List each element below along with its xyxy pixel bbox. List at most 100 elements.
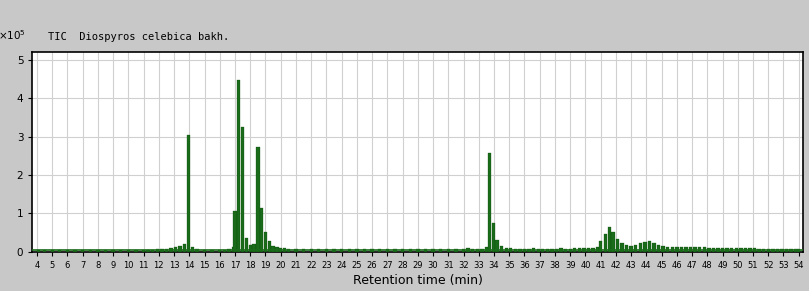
Bar [634, 245, 637, 252]
Bar [302, 249, 305, 252]
Bar [652, 243, 655, 252]
Bar [283, 248, 286, 252]
Bar [264, 233, 267, 252]
Bar [739, 248, 743, 252]
Bar [142, 251, 146, 252]
Bar [555, 249, 558, 252]
Bar [431, 249, 434, 252]
Bar [757, 249, 760, 252]
Bar [532, 248, 536, 252]
Bar [693, 247, 697, 252]
Bar [591, 248, 595, 252]
Bar [409, 249, 412, 252]
Bar [58, 251, 61, 252]
Bar [716, 248, 720, 252]
Bar [66, 251, 69, 252]
Bar [748, 248, 752, 252]
Bar [621, 243, 624, 252]
Bar [471, 249, 474, 252]
Bar [227, 249, 231, 252]
Bar [36, 250, 40, 252]
Bar [523, 249, 526, 252]
Bar [616, 239, 619, 252]
Bar [324, 249, 328, 252]
Bar [151, 250, 155, 252]
Bar [218, 250, 222, 252]
Bar [527, 249, 531, 252]
Bar [89, 251, 92, 252]
Bar [241, 127, 244, 252]
Text: $\times10^5$: $\times10^5$ [0, 29, 26, 42]
Bar [416, 249, 420, 252]
Bar [505, 248, 508, 252]
X-axis label: Retention time (min): Retention time (min) [353, 274, 483, 287]
Bar [514, 249, 517, 252]
Bar [596, 247, 599, 252]
Bar [509, 248, 512, 252]
Bar [657, 245, 660, 252]
Bar [587, 248, 590, 252]
Bar [643, 242, 646, 252]
Bar [179, 246, 182, 252]
Bar [146, 250, 150, 252]
Bar [721, 248, 724, 252]
Bar [726, 248, 729, 252]
Bar [363, 249, 366, 252]
Bar [272, 246, 275, 252]
Bar [797, 249, 800, 252]
Bar [569, 249, 572, 252]
Bar [611, 233, 615, 252]
Bar [776, 249, 779, 252]
Bar [195, 249, 198, 252]
Bar [355, 249, 358, 252]
Bar [43, 250, 46, 252]
Bar [476, 249, 479, 252]
Bar [608, 227, 612, 252]
Bar [96, 251, 100, 252]
Bar [371, 249, 374, 252]
Bar [378, 249, 381, 252]
Bar [248, 245, 252, 252]
Bar [684, 247, 688, 252]
Bar [638, 243, 642, 252]
Bar [625, 245, 629, 252]
Bar [286, 249, 290, 252]
Bar [781, 249, 784, 252]
Bar [698, 247, 701, 252]
Bar [112, 251, 115, 252]
Bar [648, 241, 651, 252]
Bar [481, 249, 484, 252]
Bar [183, 244, 186, 252]
Bar [564, 249, 567, 252]
Bar [237, 80, 240, 252]
Bar [294, 249, 298, 252]
Bar [519, 249, 522, 252]
Bar [256, 148, 260, 252]
Bar [260, 207, 264, 252]
Bar [599, 241, 603, 252]
Bar [712, 248, 715, 252]
Bar [676, 247, 679, 252]
Bar [492, 223, 495, 252]
Bar [393, 249, 396, 252]
Bar [500, 246, 503, 252]
Bar [104, 251, 107, 252]
Bar [155, 249, 159, 252]
Bar [582, 248, 586, 252]
Bar [134, 251, 138, 252]
Bar [174, 247, 177, 252]
Bar [81, 251, 84, 252]
Bar [191, 247, 194, 252]
Bar [790, 249, 793, 252]
Bar [348, 249, 351, 252]
Bar [165, 249, 168, 252]
Bar [578, 248, 581, 252]
Bar [536, 249, 540, 252]
Bar [794, 249, 798, 252]
Bar [550, 249, 553, 252]
Bar [785, 249, 788, 252]
Bar [559, 248, 563, 252]
Bar [119, 251, 122, 252]
Text: TIC  Diospyros celebica bakh.: TIC Diospyros celebica bakh. [48, 33, 229, 42]
Bar [662, 246, 665, 252]
